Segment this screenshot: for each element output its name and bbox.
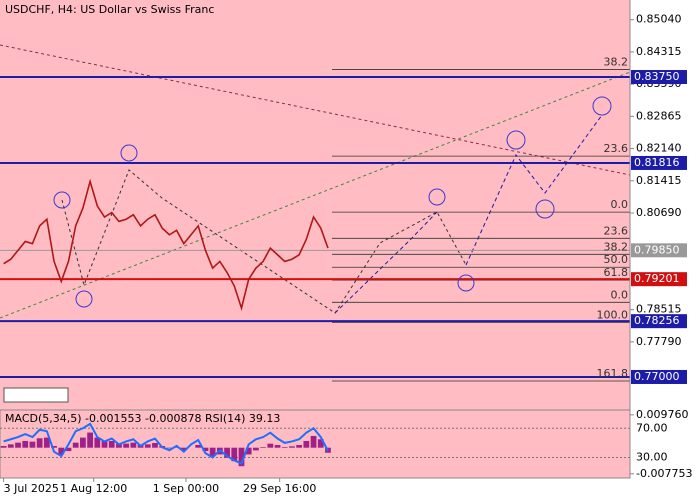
fib-label: 0.0 [611,198,629,211]
macd-bar [22,440,29,448]
level-label: 0.81816 [634,156,680,169]
y-tick-label: 0.85040 [636,13,682,26]
plot-area [0,0,630,410]
levels [0,69,630,382]
macd-bar [303,440,310,448]
macd-bar [202,447,209,452]
macd-bar [51,446,57,448]
macd-bar [101,440,108,448]
x-tick-label: 1 Aug 12:00 [60,482,127,495]
macd-bar [274,445,281,448]
macd-bar [123,443,130,448]
level-label: 0.79201 [634,272,680,285]
fib-label: 61.8 [604,266,629,279]
macd-bar [310,435,317,448]
y-tick-label: 0.009760 [636,408,689,421]
macd-bar [231,447,238,462]
level-badge [631,155,687,170]
level-label: 0.78256 [634,314,680,327]
y-tick-label: 30.00 [636,451,668,464]
macd-bar [72,442,79,448]
fib-label: 23.6 [604,142,629,155]
macd-bar [116,443,122,448]
macd-bar [7,444,14,448]
macd-bar [289,446,295,448]
fib-label: 38.2 [604,240,629,253]
macd-bar [245,447,252,455]
level-label: 0.79850 [634,243,680,256]
trend-lines [0,44,631,319]
macd-bar [267,443,274,448]
level-badge [631,243,687,258]
y-tick-label: -0.007753 [636,467,692,480]
price-series [3,178,329,312]
level-badge [631,272,687,287]
level-label: 0.77000 [634,370,680,383]
macd-bar [224,447,230,458]
fib-label: 38.2 [604,55,629,68]
macd-bar [209,447,216,457]
macd-bar [195,445,202,448]
wave-labels [53,96,612,308]
x-tick-label: 1 Sep 00:00 [153,482,219,495]
macd-bar [166,447,173,449]
chart-title: USDCHF, H4: US Dollar vs Swiss Franc [5,3,214,16]
y-tick-label: 0.82140 [636,142,682,155]
macd-bar [80,437,86,448]
rsi-line [3,422,329,465]
y-tick-label: 0.84315 [636,45,682,58]
macd-bar [36,438,43,448]
macd-bar [87,432,93,448]
macd-bar [253,447,259,451]
fib-label: 100.0 [597,308,629,321]
fib-label: 23.6 [604,224,629,237]
macd-bar [43,437,50,448]
level-badge [631,70,687,85]
y-tick-label: 70.00 [636,421,668,434]
fib-label: 50.0 [604,253,629,266]
macd-bar [180,447,187,451]
macd-bar [296,445,303,448]
macd-bar [173,447,180,448]
macd-bar [94,437,101,448]
cursor-box [3,387,69,403]
grid [3,19,634,482]
indicator [0,414,634,475]
price-line [3,178,329,312]
y-tick-label: 0.77790 [636,335,682,348]
level-label: 0.83750 [634,70,680,83]
macd-bar [29,441,36,448]
macd-bar [281,447,288,448]
macd-bar [317,439,324,448]
x-tick-label: 29 Sep 16:00 [243,482,316,495]
macd-bar [58,447,65,455]
macd-bar [152,442,158,448]
macd-bar [65,447,72,452]
macd-bar [260,447,266,448]
macd-bar [238,447,245,467]
macd-bar [144,444,151,448]
macd-bar [0,446,7,448]
level-badge [631,369,687,384]
y-tick-label: 0.80690 [636,206,682,219]
macd-bar [15,442,21,448]
macd-bar [130,442,137,448]
fib-label: 161.8 [597,367,629,380]
fib-label: 0.0 [611,288,629,301]
y-tick-label: 0.78515 [636,303,682,316]
y-tick-label: 0.81415 [636,174,682,187]
indicator-label: MACD(5,34,5) -0.001553 -0.000878 RSI(14)… [5,412,280,425]
level-badge [631,314,687,329]
y-tick-label: 0.82865 [636,109,682,122]
macd-bar [108,440,115,448]
x-tick-label: 3 Jul 2025 [4,482,59,495]
